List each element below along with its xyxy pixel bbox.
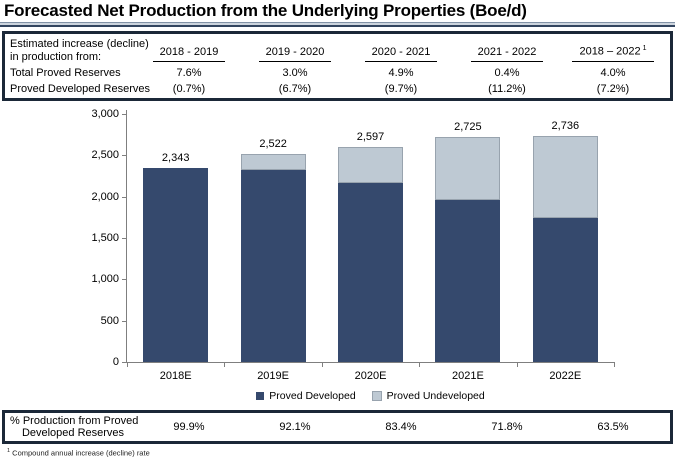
title-underline-bottom (0, 25, 675, 27)
y-axis-line (126, 110, 127, 363)
row-label-proved-developed: Proved Developed Reserves (10, 83, 151, 95)
row-label-total-proved: Total Proved Reserves (10, 67, 121, 79)
table-header-label: Estimated increase (decline) in producti… (10, 38, 149, 64)
footnote-text: Compound annual increase (decline) rate (12, 448, 150, 458)
column-header-2018-2019: 2018 - 2019 (136, 38, 242, 64)
bar-total-label: 2,522 (259, 137, 287, 150)
bar-segment-proved-undeveloped (532, 135, 598, 219)
footnote: 1 Compound annual increase (decline) rat… (7, 448, 150, 458)
table-cell: 92.1% (279, 420, 311, 433)
table-cell: (9.7%) (384, 83, 418, 95)
table-cell: 4.0% (600, 67, 626, 79)
column-header-2019-2020: 2019 - 2020 (242, 38, 348, 64)
page-title: Forecasted Net Production from the Under… (4, 1, 527, 20)
legend-label: Proved Undeveloped (386, 390, 485, 402)
legend-item-proved-developed: Proved Developed (256, 390, 356, 402)
table-cell: (11.2%) (488, 83, 526, 95)
footnote-superscript: 1 (7, 448, 11, 454)
chart-legend: Proved Developed Proved Undeveloped (127, 390, 614, 402)
y-axis-tick-label: 1,000 (91, 273, 119, 286)
x-axis-category-label: 2021E (451, 370, 484, 382)
table-cell: (7.2%) (596, 83, 630, 95)
table-cell: 4.9% (388, 67, 414, 79)
x-axis-tick (321, 363, 323, 367)
y-axis-tick (122, 114, 126, 115)
y-axis-tick-label: 0 (112, 356, 119, 368)
column-header-2018-2022: 2018 – 2022 1 (560, 38, 666, 64)
y-axis-tick-label: 3,000 (91, 108, 119, 120)
y-axis-tick-label: 2,500 (91, 149, 119, 162)
bar-segment-proved-developed (240, 169, 306, 362)
table-cell: 99.9% (173, 420, 205, 433)
bar-total-label: 2,597 (356, 131, 385, 144)
x-axis-tick (614, 363, 615, 367)
table-cell: 0.4% (494, 67, 520, 79)
column-header-2021-2022: 2021 - 2022 (454, 38, 560, 64)
y-axis-tick (122, 155, 126, 157)
x-axis-tick (127, 363, 128, 367)
table-cell: 71.8% (491, 420, 523, 433)
x-axis-tick (419, 363, 421, 367)
stacked-bar-chart: 0 500 1,000 1,500 2,000 2,500 3,000 2,343 2018E 2… (0, 105, 675, 408)
table-cell: (6.7%) (278, 83, 312, 95)
x-axis-tick (516, 363, 518, 367)
increase-decline-table: Estimated increase (decline) in producti… (2, 31, 673, 101)
column-header-2020-2021: 2020 - 2021 (348, 38, 454, 64)
x-axis-category-label: 2018E (159, 370, 192, 382)
bar-segment-proved-developed (338, 182, 403, 362)
y-axis-tick (122, 362, 126, 363)
table-cell: (0.7%) (172, 83, 206, 95)
table-cell: 3.0% (282, 67, 308, 79)
y-axis-tick (122, 279, 126, 281)
bar-total-label: 2,725 (454, 120, 482, 133)
legend-swatch-icon (371, 391, 382, 401)
table-cell: 7.6% (176, 67, 202, 79)
title-underline-mid (0, 23, 675, 25)
title-underline-top (0, 22, 675, 23)
bar-total-label: 2,736 (551, 119, 580, 132)
bar-total-label: 2,343 (161, 152, 190, 165)
y-axis-tick-label: 2,000 (91, 190, 119, 203)
bar-segment-proved-developed (532, 218, 598, 362)
bar-segment-proved-undeveloped (435, 136, 501, 201)
legend-item-proved-undeveloped: Proved Undeveloped (371, 390, 485, 402)
bar-segment-proved-undeveloped (240, 153, 306, 170)
x-axis-category-label: 2022E (549, 370, 582, 382)
table-header-line2: in production from: (10, 51, 102, 63)
y-axis-tick-label: 500 (100, 314, 119, 327)
y-axis-tick (122, 196, 126, 198)
bar-segment-proved-developed (435, 200, 501, 362)
bottom-table-label: % Production from Proved Developed Reser… (10, 414, 139, 440)
x-axis-category-label: 2019E (257, 370, 289, 382)
legend-swatch-icon (256, 392, 265, 400)
bar-segment-proved-undeveloped (338, 147, 403, 183)
footnote-marker: 1 (642, 45, 647, 53)
pct-production-table: % Production from Proved Developed Reser… (2, 410, 673, 444)
x-axis-line (127, 362, 615, 363)
y-axis-tick (122, 238, 126, 239)
legend-label: Proved Developed (269, 390, 356, 402)
x-axis-tick (224, 363, 226, 367)
y-axis-tick-label: 1,500 (91, 232, 119, 244)
bar-segment-proved-developed (143, 168, 209, 362)
table-header-line1: Estimated increase (decline) (10, 38, 149, 50)
table-cell: 83.4% (385, 420, 417, 433)
table-cell: 63.5% (597, 420, 629, 433)
y-axis-tick (122, 320, 126, 322)
x-axis-category-label: 2020E (354, 370, 387, 382)
